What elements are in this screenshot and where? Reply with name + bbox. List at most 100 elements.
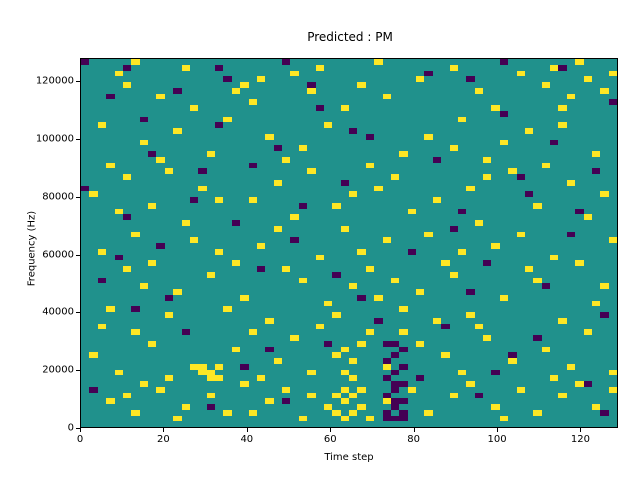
heatmap-cell-yellow — [265, 317, 274, 324]
x-tick-mark — [163, 428, 165, 432]
heatmap-cell-yellow — [298, 145, 308, 151]
heatmap-cell-purple — [441, 323, 450, 330]
x-tick-label: 60 — [323, 434, 337, 445]
heatmap-cell-yellow — [441, 260, 450, 266]
heatmap-cell-yellow — [558, 122, 567, 128]
x-tick-mark — [80, 428, 81, 432]
heatmap-cell-yellow — [256, 76, 266, 82]
heatmap-cell-yellow — [206, 369, 215, 376]
heatmap-cell-yellow — [340, 386, 349, 393]
heatmap-cell-yellow — [474, 220, 483, 226]
heatmap-cell-yellow — [139, 381, 148, 387]
heatmap-cell-purple — [600, 312, 609, 318]
heatmap-cell-purple — [575, 208, 584, 215]
heatmap-cell-yellow — [315, 323, 324, 330]
heatmap-cell-yellow — [541, 162, 550, 169]
heatmap-cell-yellow — [181, 404, 190, 410]
heatmap-cell-purple — [223, 76, 232, 82]
heatmap-cell-purple — [516, 174, 525, 180]
heatmap-cell-yellow — [248, 329, 257, 335]
heatmap-cell-yellow — [139, 283, 148, 289]
heatmap-cell-yellow — [566, 179, 576, 186]
heatmap-cell-yellow — [416, 289, 425, 295]
y-tick-label: 60000 — [42, 249, 74, 261]
heatmap-cell-purple — [390, 404, 400, 410]
heatmap-cell-yellow — [282, 386, 291, 393]
heatmap-cell-yellow — [441, 352, 450, 358]
heatmap-cell-purple — [206, 404, 215, 410]
heatmap-cell-yellow — [516, 231, 525, 238]
heatmap-cell-yellow — [89, 191, 98, 197]
heatmap-cell-yellow — [600, 191, 609, 197]
heatmap-cell-yellow — [307, 369, 316, 376]
x-tick-mark — [413, 428, 415, 432]
heatmap-cell-purple — [407, 248, 416, 255]
heatmap-cell-purple — [298, 202, 308, 209]
heatmap-cell-yellow — [181, 220, 190, 226]
heatmap-cell-purple — [97, 277, 107, 284]
heatmap-cell-yellow — [357, 386, 366, 393]
heatmap-cell-yellow — [550, 375, 559, 381]
heatmap-cell-yellow — [349, 392, 358, 399]
y-tick-mark — [76, 312, 80, 314]
heatmap-cell-yellow — [575, 381, 584, 387]
heatmap-cell-yellow — [457, 369, 467, 376]
heatmap-cell-purple — [282, 59, 291, 65]
heatmap-cell-yellow — [558, 392, 567, 399]
heatmap-cell-yellow — [566, 363, 576, 370]
heatmap-cell-yellow — [231, 260, 241, 266]
heatmap-cell-yellow — [273, 225, 282, 232]
heatmap-cell-purple — [156, 243, 165, 249]
heatmap-cell-yellow — [189, 105, 199, 111]
heatmap-cell-yellow — [307, 168, 316, 174]
heatmap-cell-yellow — [315, 254, 324, 261]
heatmap-cell-yellow — [122, 82, 132, 88]
heatmap-cell-yellow — [148, 260, 157, 266]
heatmap-cell-yellow — [457, 116, 467, 123]
heatmap-cell-yellow — [365, 266, 375, 272]
heatmap-cell-purple — [332, 271, 341, 278]
heatmap-cell-purple — [399, 398, 408, 404]
heatmap-cell-purple — [390, 386, 400, 393]
heatmap-cell-yellow — [566, 93, 576, 100]
heatmap-cell-yellow — [106, 398, 115, 404]
heatmap-cell-purple — [349, 128, 358, 134]
heatmap-cell-yellow — [416, 340, 425, 347]
heatmap-cell-yellow — [240, 82, 249, 88]
heatmap-cell-yellow — [290, 214, 299, 220]
heatmap-cell-yellow — [298, 277, 308, 284]
heatmap-cell-purple — [374, 317, 383, 324]
heatmap-cell-purple — [273, 145, 282, 151]
heatmap-cell-yellow — [273, 358, 282, 364]
heatmap-cell-yellow — [349, 191, 358, 197]
heatmap-cell-yellow — [97, 248, 107, 255]
heatmap-cell-purple — [215, 122, 224, 128]
heatmap-cell-yellow — [290, 70, 299, 77]
heatmap-cell-purple — [215, 64, 224, 71]
heatmap-cell-yellow — [558, 317, 567, 324]
heatmap-cell-purple — [449, 225, 458, 232]
heatmap-cell-purple — [131, 306, 140, 312]
heatmap-cell-purple — [390, 369, 400, 376]
heatmap-cell-yellow — [357, 340, 366, 347]
heatmap-cell-yellow — [189, 237, 199, 243]
heatmap-cell-purple — [550, 139, 559, 146]
heatmap-cell-yellow — [541, 346, 550, 353]
heatmap-cell-purple — [499, 110, 509, 117]
heatmap-cell-yellow — [483, 174, 492, 180]
heatmap-cell-yellow — [382, 93, 391, 100]
heatmap-cell-yellow — [148, 340, 157, 347]
heatmap-cell-purple — [390, 398, 400, 404]
heatmap-cell-purple — [139, 116, 148, 123]
heatmap-cell-yellow — [282, 156, 291, 163]
heatmap-cell-purple — [382, 409, 391, 416]
heatmap-cell-yellow — [466, 381, 475, 387]
heatmap-cell-yellow — [491, 105, 500, 111]
heatmap-cell-yellow — [307, 87, 316, 94]
y-tick-label: 80000 — [42, 191, 74, 203]
heatmap-cell-yellow — [231, 346, 241, 353]
heatmap-cell-yellow — [248, 99, 257, 105]
heatmap-cell-yellow — [340, 415, 349, 422]
heatmap-cell-yellow — [240, 381, 249, 387]
heatmap-cell-yellow — [558, 105, 567, 111]
